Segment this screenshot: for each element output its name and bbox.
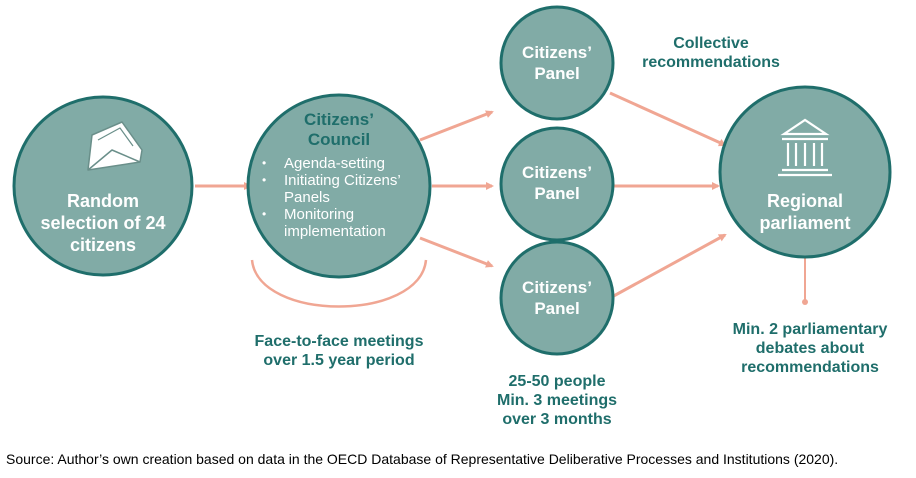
parliament-circle bbox=[718, 85, 892, 259]
parliament-label: Regional parliament bbox=[735, 190, 875, 234]
collective-line-1: Collective bbox=[673, 35, 749, 52]
panel-size-line-1: 25-50 people bbox=[508, 373, 606, 390]
panel-bot-circle bbox=[499, 240, 615, 356]
arrow-panel-top-to-parliament bbox=[609, 91, 727, 147]
arrow-council-to-panel-top bbox=[419, 110, 494, 142]
council-meetings-line-2: over 1.5 year period bbox=[263, 352, 415, 369]
council-meetings-note: Face-to-face meetings over 1.5 year peri… bbox=[239, 332, 439, 370]
panel-mid-circle bbox=[499, 126, 615, 242]
envelope-icon bbox=[87, 121, 143, 171]
parliament-line-1: Regional bbox=[766, 191, 843, 211]
council-title-line-2: Council bbox=[307, 130, 371, 149]
panel-mid-line-1: Citizens’ bbox=[522, 163, 592, 182]
parliament-building-icon bbox=[778, 118, 832, 177]
random-selection-line-2: selection of 24 bbox=[40, 213, 166, 233]
collective-recommendations-note: Collective recommendations bbox=[626, 34, 796, 72]
council-bullet-item: Initiating Citizens’ Panels bbox=[258, 172, 428, 206]
random-selection-line-1: Random bbox=[67, 191, 139, 211]
council-bullet-item: Agenda-setting bbox=[258, 155, 428, 172]
random-selection-line-3: citizens bbox=[69, 235, 137, 255]
panel-top-circle bbox=[499, 5, 615, 121]
panel-top-label: Citizens’ Panel bbox=[507, 42, 607, 84]
panel-size-line-3: over 3 months bbox=[502, 411, 612, 428]
debates-line-3: recommendations bbox=[741, 359, 879, 376]
arrow-panel-bot-to-parliament bbox=[609, 233, 727, 300]
source-caption: Source: Author’s own creation based on d… bbox=[6, 451, 839, 467]
arrow-council-to-panel-bot bbox=[419, 236, 494, 268]
panel-top-line-2: Panel bbox=[534, 64, 580, 83]
panel-mid-label: Citizens’ Panel bbox=[507, 162, 607, 204]
council-meetings-line-1: Face-to-face meetings bbox=[254, 333, 424, 350]
random-selection-label: Random selection of 24 citizens bbox=[23, 190, 183, 256]
panel-size-note: 25-50 people Min. 3 meetings over 3 mont… bbox=[487, 372, 627, 429]
parliament-line-2: parliament bbox=[759, 213, 851, 233]
council-bullet-item: Monitoring implementation bbox=[258, 206, 428, 240]
panel-bot-line-2: Panel bbox=[534, 299, 580, 318]
panel-bot-line-1: Citizens’ bbox=[522, 278, 592, 297]
council-title: Citizens’ Council bbox=[279, 110, 399, 150]
random-selection-circle bbox=[12, 95, 194, 277]
debates-note: Min. 2 parliamentary debates about recom… bbox=[720, 320, 900, 377]
panel-bot-label: Citizens’ Panel bbox=[507, 277, 607, 319]
council-title-line-1: Citizens’ bbox=[304, 110, 374, 129]
panel-size-line-2: Min. 3 meetings bbox=[496, 392, 618, 409]
debates-line-1: Min. 2 parliamentary bbox=[732, 321, 888, 338]
connector-dot bbox=[802, 299, 808, 305]
council-bullet-list: Agenda-setting Initiating Citizens’ Pane… bbox=[258, 155, 428, 240]
debates-line-2: debates about bbox=[755, 340, 865, 357]
collective-line-2: recommendations bbox=[642, 54, 780, 71]
council-meetings-arc bbox=[250, 259, 428, 308]
panel-top-line-1: Citizens’ bbox=[522, 43, 592, 62]
panel-mid-line-2: Panel bbox=[534, 184, 580, 203]
